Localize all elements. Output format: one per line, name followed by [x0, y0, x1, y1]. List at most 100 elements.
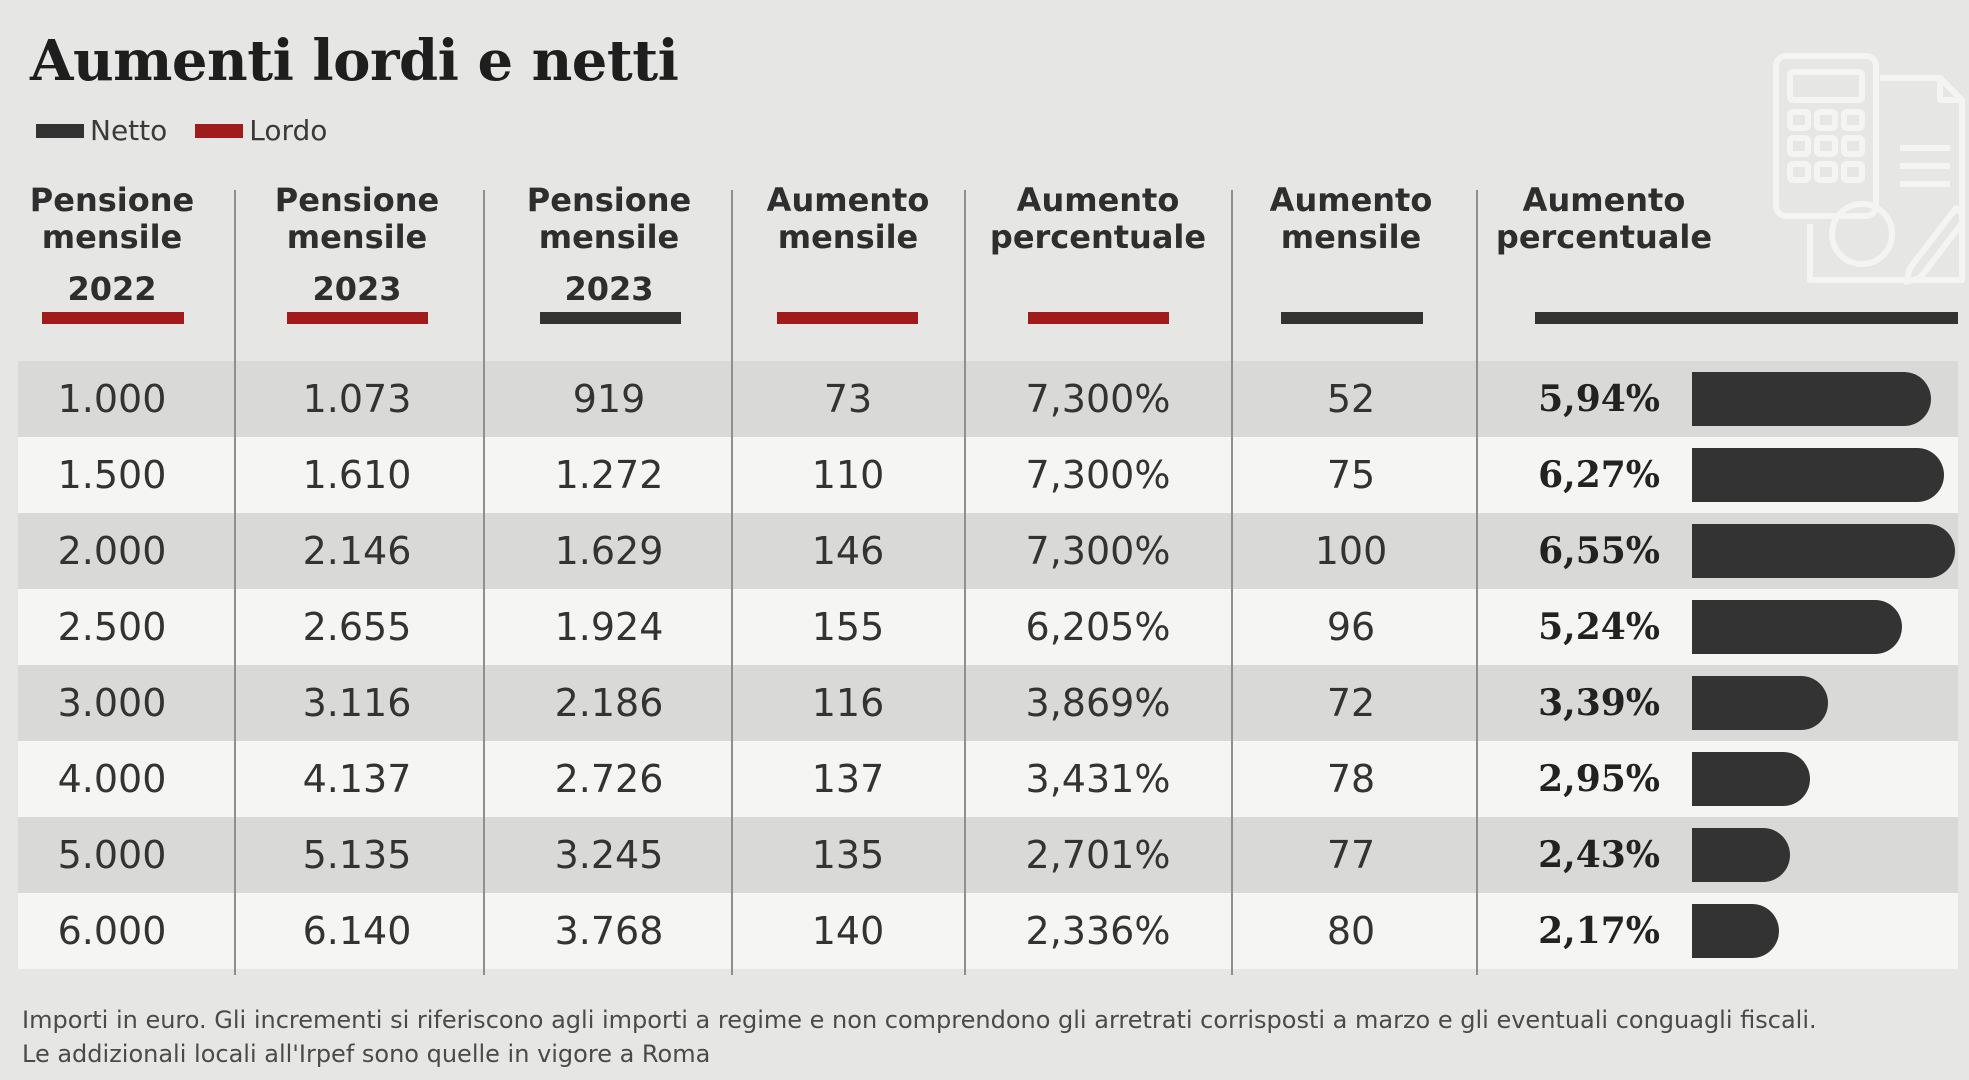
legend-swatch-netto	[36, 123, 84, 138]
column-header-year: 2023	[312, 270, 402, 308]
column-header-year: 2022	[67, 270, 157, 308]
column-header: Aumento mensile	[743, 182, 953, 256]
table-cell: 116	[811, 681, 885, 725]
table-cell: 2.655	[302, 605, 412, 649]
footnote: Importi in euro. Gli incrementi si rifer…	[22, 1003, 1942, 1071]
column-header-line: mensile	[538, 218, 680, 256]
column-header: Aumento percentuale	[1484, 182, 1724, 256]
table-row: 1.000 1.073 919 73 7,300% 52 5,94%	[18, 361, 1958, 437]
table-cell: 1.629	[554, 529, 664, 573]
column-header-line: mensile	[1280, 218, 1422, 256]
column-divider	[964, 190, 966, 975]
column-header-line: mensile	[286, 218, 428, 256]
table-row: 2.500 2.655 1.924 155 6,205% 96 5,24%	[18, 589, 1958, 665]
column-header-line: Aumento	[1269, 181, 1433, 219]
column-header-line: mensile	[41, 218, 183, 256]
column-header-line: percentuale	[1495, 218, 1713, 256]
net-percent-label: 6,55%	[1538, 530, 1660, 572]
table-cell: 2.000	[57, 529, 167, 573]
table-cell: 146	[811, 529, 885, 573]
column-header-line: percentuale	[989, 218, 1207, 256]
table-row: 1.500 1.610 1.272 110 7,300% 75 6,27%	[18, 437, 1958, 513]
net-percent-bar	[1692, 676, 1829, 730]
legend-item-lordo: Lordo	[195, 114, 327, 147]
table-cell: 2.146	[302, 529, 412, 573]
column-type-marker	[1028, 312, 1169, 324]
calculator-document-icon	[1773, 53, 1965, 285]
column-header: Aumento mensile	[1246, 182, 1456, 256]
net-percent-bar	[1692, 600, 1903, 654]
table-cell: 80	[1326, 909, 1376, 953]
column-header: Aumento percentuale	[978, 182, 1218, 256]
column-header-line: Aumento	[766, 181, 930, 219]
table-cell: 7,300%	[1025, 529, 1171, 573]
legend: Netto Lordo	[36, 114, 327, 147]
column-header-line: Aumento	[1522, 181, 1686, 219]
legend-swatch-lordo	[195, 123, 244, 138]
table-row: 5.000 5.135 3.245 135 2,701% 77 2,43%	[18, 817, 1958, 893]
table-cell: 4.000	[57, 757, 167, 801]
column-divider	[234, 190, 236, 975]
table-cell: 6.140	[302, 909, 412, 953]
net-percent-bar	[1692, 828, 1790, 882]
table-cell: 6,205%	[1025, 605, 1171, 649]
footnote-line-1: Importi in euro. Gli incrementi si rifer…	[22, 1006, 1817, 1034]
net-percent-label: 6,27%	[1538, 454, 1660, 496]
table-cell: 1.272	[554, 453, 664, 497]
table-cell: 7,300%	[1025, 377, 1171, 421]
column-type-marker	[287, 312, 428, 324]
table-cell: 5.000	[57, 833, 167, 877]
table-cell: 155	[811, 605, 885, 649]
column-header-line: mensile	[777, 218, 919, 256]
net-percent-bar	[1692, 448, 1944, 502]
table-cell: 78	[1326, 757, 1376, 801]
column-divider	[1476, 190, 1478, 975]
legend-label-lordo: Lordo	[249, 114, 328, 147]
column-header-line: Aumento	[1016, 181, 1180, 219]
table-cell: 96	[1326, 605, 1376, 649]
table-cell: 3.245	[554, 833, 664, 877]
table-row: 6.000 6.140 3.768 140 2,336% 80 2,17%	[18, 893, 1958, 969]
table-cell: 919	[572, 377, 646, 421]
column-header-line: Pensione	[274, 181, 440, 219]
net-percent-label: 3,39%	[1538, 682, 1660, 724]
table-cell: 3.768	[554, 909, 664, 953]
table-cell: 75	[1326, 453, 1376, 497]
chart-title: Aumenti lordi e netti	[30, 28, 679, 94]
legend-label-netto: Netto	[90, 114, 168, 147]
net-percent-bar	[1692, 752, 1811, 806]
column-divider	[1231, 190, 1233, 975]
column-header: Pensione mensile 2023	[252, 182, 462, 308]
column-header-line: Pensione	[29, 181, 195, 219]
column-type-marker	[777, 312, 918, 324]
net-percent-bar	[1692, 524, 1955, 578]
table-cell: 72	[1326, 681, 1376, 725]
column-divider	[731, 190, 733, 975]
table-cell: 1.610	[302, 453, 412, 497]
column-header: Pensione mensile 2022	[12, 182, 212, 308]
table-cell: 7,300%	[1025, 453, 1171, 497]
table-cell: 52	[1326, 377, 1376, 421]
table-cell: 73	[823, 377, 873, 421]
table-cell: 77	[1326, 833, 1376, 877]
table-cell: 140	[811, 909, 885, 953]
table-cell: 2,701%	[1025, 833, 1171, 877]
table-row: 4.000 4.137 2.726 137 3,431% 78 2,95%	[18, 741, 1958, 817]
footnote-line-2: Le addizionali locali all'Irpef sono que…	[22, 1040, 711, 1068]
table-cell: 137	[811, 757, 885, 801]
table-cell: 1.000	[57, 377, 167, 421]
table-cell: 110	[811, 453, 885, 497]
table-cell: 3,869%	[1025, 681, 1171, 725]
table-cell: 2.726	[554, 757, 664, 801]
table-cell: 100	[1314, 529, 1388, 573]
table-cell: 5.135	[302, 833, 412, 877]
net-percent-label: 5,24%	[1538, 606, 1660, 648]
column-header: Pensione mensile 2023	[499, 182, 719, 308]
column-divider	[483, 190, 485, 975]
column-type-marker	[540, 312, 681, 324]
table-cell: 6.000	[57, 909, 167, 953]
column-type-marker	[1281, 312, 1423, 324]
table-cell: 1.073	[302, 377, 412, 421]
net-percent-bar	[1692, 372, 1931, 426]
net-percent-label: 2,43%	[1538, 834, 1660, 876]
